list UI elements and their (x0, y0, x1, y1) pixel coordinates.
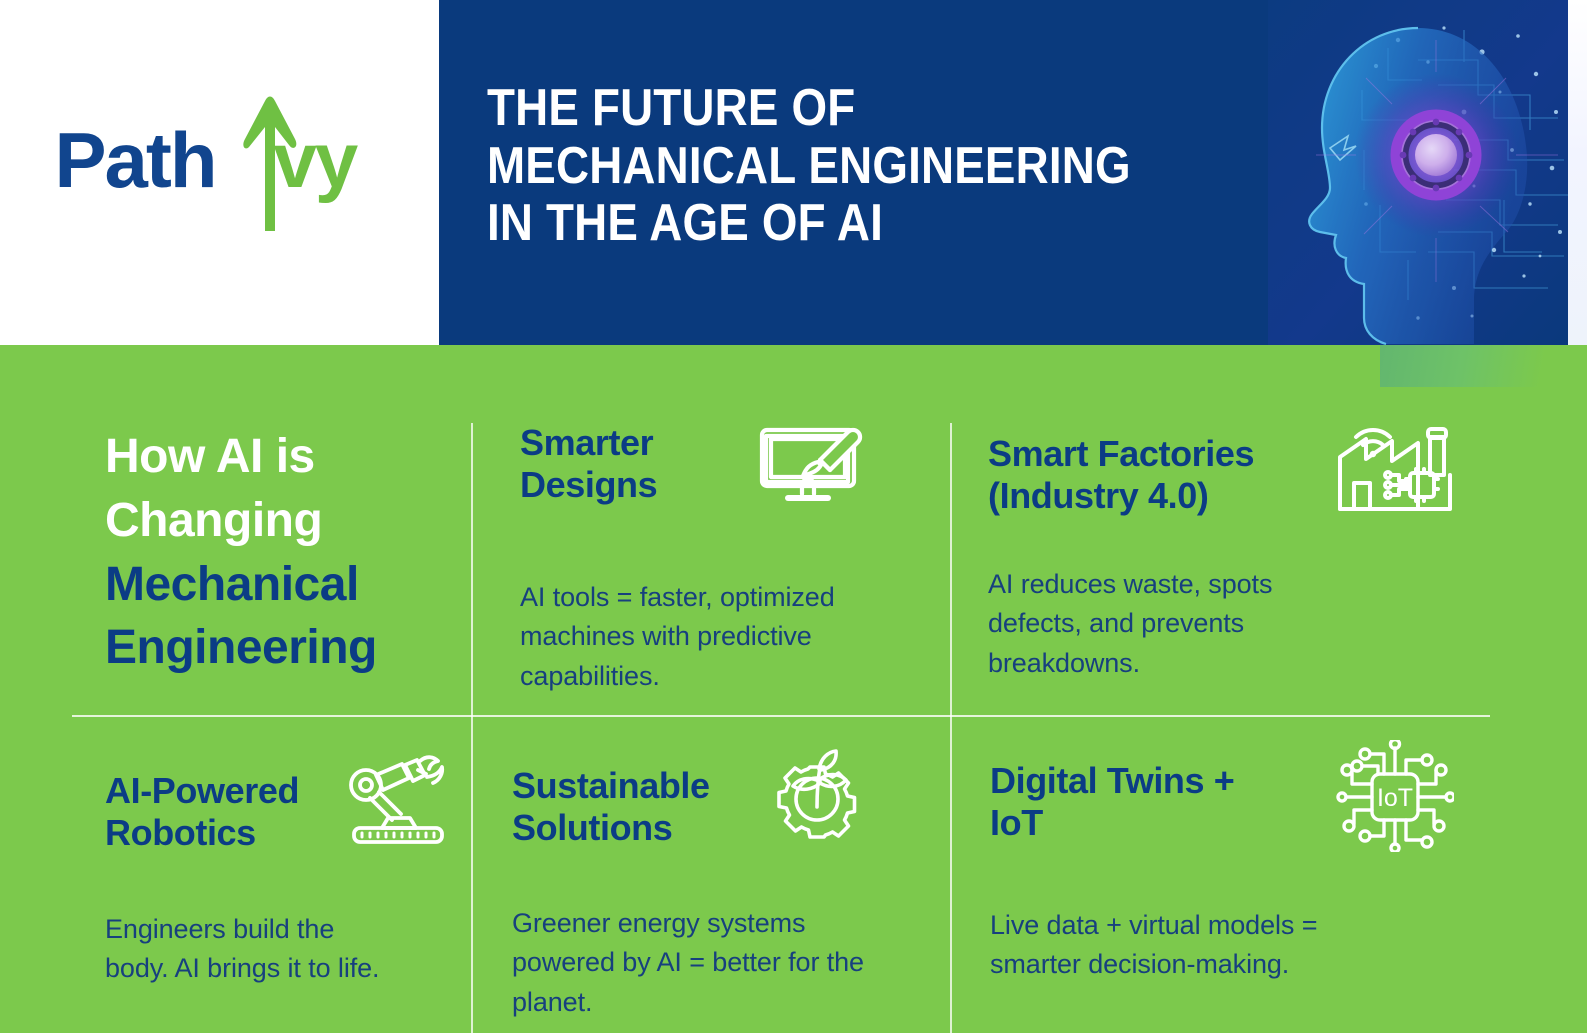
card-digital-twins-iot: Digital Twins + IoT Live data + virtual … (990, 760, 1410, 985)
iot-chip-icon: IoT (1336, 740, 1454, 852)
content-grid: How AI is Changing Mechanical Engineerin… (0, 345, 1587, 1033)
card-body: AI reduces waste, spots defects, and pre… (988, 569, 1273, 678)
section-heading-white: How AI is Changing (105, 430, 323, 547)
brand-name-first: Path (54, 115, 218, 204)
brand-logo: Path vy (55, 96, 385, 233)
ai-head-illustration (1268, 0, 1568, 345)
divider-vertical-left (471, 423, 473, 1033)
brand-wordmark: Path vy (55, 121, 359, 199)
card-title: AI-Powered Robotics (105, 770, 300, 854)
card-title: Digital Twins + IoT (990, 760, 1235, 844)
page-title-line-1: THE FUTURE OF (487, 79, 856, 137)
brand-logo-panel: Path vy (0, 0, 439, 345)
robotic-arm-icon (348, 752, 448, 844)
card-title: Smarter Designs (520, 422, 658, 506)
card-title: Sustainable Solutions (512, 765, 710, 849)
header: Path vy THE FUTURE OF MECHANICAL ENGINEER… (0, 0, 1587, 345)
card-sustainable-solutions: Sustainable Solutions Greener energy sys… (512, 765, 912, 1022)
monitor-paintbrush-icon (758, 418, 873, 508)
card-title: Smart Factories (Industry 4.0) (988, 433, 1255, 517)
card-ai-powered-robotics: AI-Powered Robotics Engineers build the … (105, 770, 455, 989)
gear-plant-sprout-icon (770, 745, 865, 840)
page-title-line-2: MECHANICAL ENGINEERING (487, 136, 1131, 195)
divider-vertical-right (950, 423, 952, 1033)
header-title-panel: THE FUTURE OF MECHANICAL ENGINEERING IN … (439, 0, 1568, 345)
divider-horizontal (72, 715, 1490, 717)
card-smarter-designs: Smarter Designs AI tools = faster, optim… (520, 422, 920, 696)
page-title: THE FUTURE OF MECHANICAL ENGINEERING IN … (487, 79, 1191, 253)
section-heading-blue: Mechanical Engineering (105, 557, 377, 675)
card-body: Live data + virtual models = smarter dec… (990, 910, 1318, 980)
page-title-line-3: IN THE AGE OF AI (487, 194, 884, 253)
section-heading: How AI is Changing Mechanical Engineerin… (105, 425, 435, 680)
smart-factory-wifi-chip-icon (1334, 417, 1456, 517)
card-body: Greener energy systems powered by AI = b… (512, 908, 864, 1017)
header-right-edge-strip (1568, 0, 1587, 345)
card-body: AI tools = faster, optimized machines wi… (520, 582, 835, 691)
upward-arrow-icon (242, 96, 296, 231)
iot-chip-label: IoT (1377, 784, 1413, 812)
card-body: Engineers build the body. AI brings it t… (105, 914, 380, 984)
card-smart-factories: Smart Factories (Industry 4.0) AI reduce… (988, 433, 1458, 683)
